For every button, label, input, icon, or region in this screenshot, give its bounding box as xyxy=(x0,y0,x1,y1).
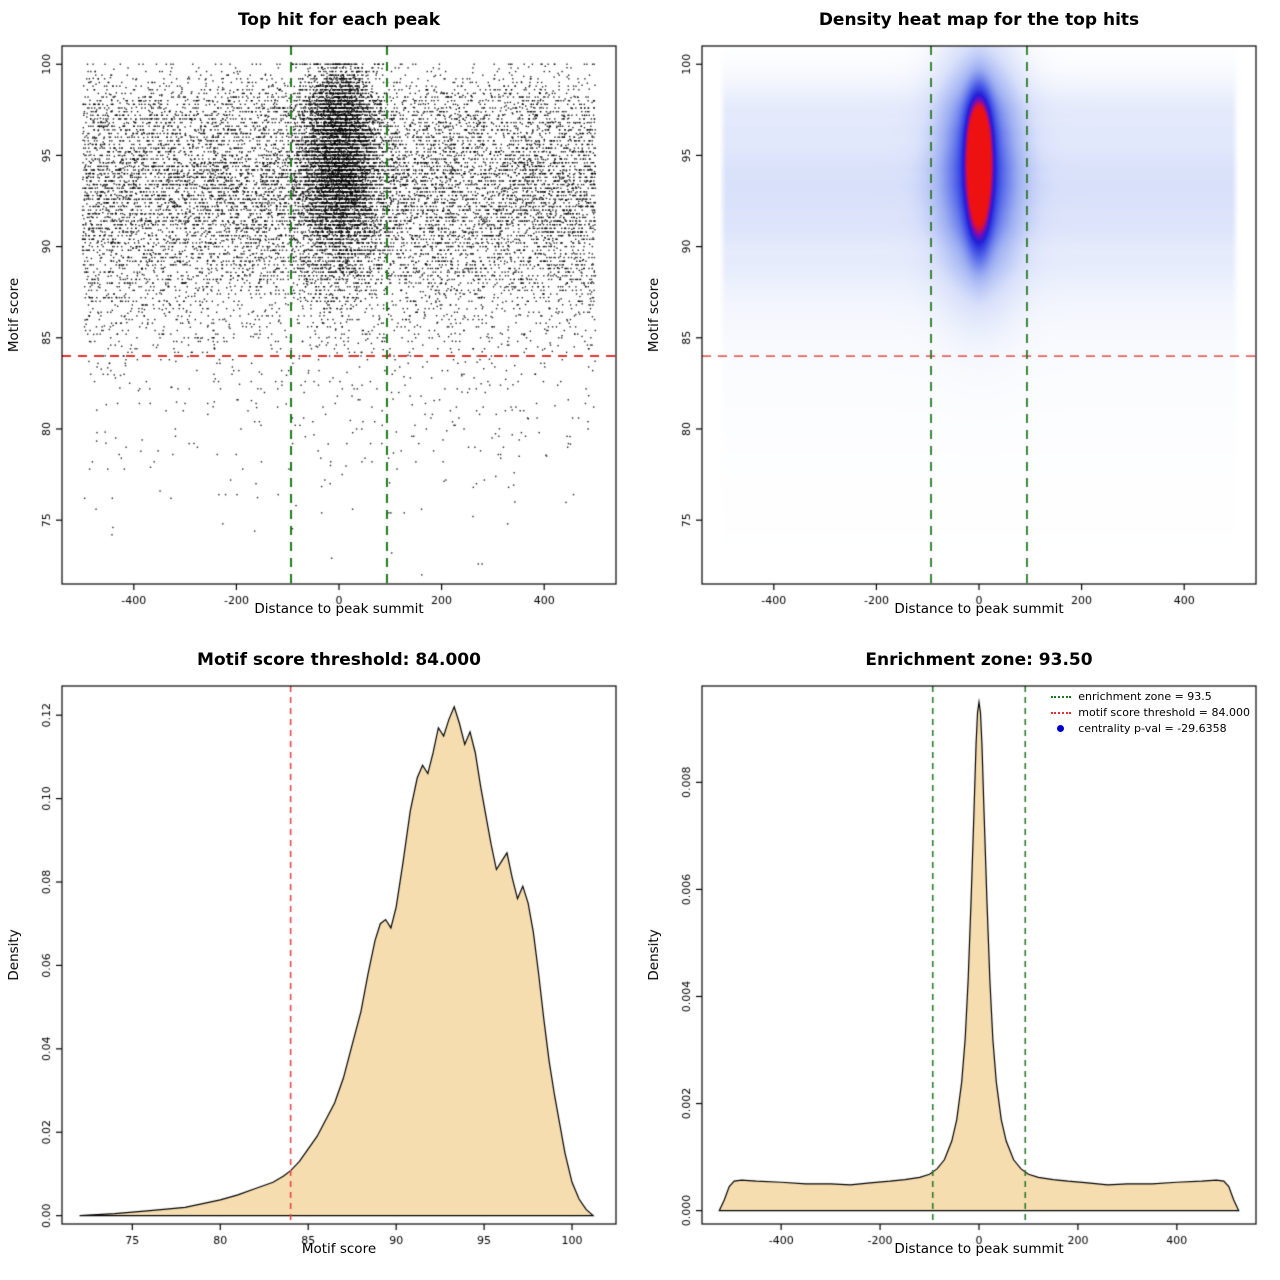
heatmap-canvas xyxy=(640,0,1280,640)
panel-enrichment-zone-density: Enrichment zone: 93.50 Distance to peak … xyxy=(640,640,1280,1280)
legend-label: motif score threshold = 84.000 xyxy=(1078,706,1250,719)
y-axis-label: Motif score xyxy=(646,277,662,353)
panel-motif-score-density: Motif score threshold: 84.000 Motif scor… xyxy=(0,640,640,1280)
legend-line-marker xyxy=(1051,695,1072,698)
legend-item: centrality p-val = -29.6358 xyxy=(1051,722,1250,735)
x-axis-label: Distance to peak summit xyxy=(894,1241,1064,1257)
legend-label: enrichment zone = 93.5 xyxy=(1078,690,1212,703)
panel-title: Top hit for each peak xyxy=(237,10,441,30)
legend-line-marker xyxy=(1051,711,1072,714)
scatter-plot-canvas xyxy=(0,0,640,640)
x-axis-label: Motif score xyxy=(301,1241,377,1257)
panel-title: Density heat map for the top hits xyxy=(818,10,1140,30)
panel-density-heatmap: Density heat map for the top hits Distan… xyxy=(640,0,1280,640)
density-plot-canvas xyxy=(0,640,640,1280)
legend-point-marker xyxy=(1057,725,1065,732)
panel-top-hit-scatter: Top hit for each peak Distance to peak s… xyxy=(0,0,640,640)
density-plot-canvas xyxy=(640,640,1280,1280)
legend-label: centrality p-val = -29.6358 xyxy=(1078,722,1227,735)
x-axis-label: Distance to peak summit xyxy=(894,601,1064,617)
legend-item: enrichment zone = 93.5 xyxy=(1051,690,1250,703)
x-axis-label: Distance to peak summit xyxy=(254,601,424,617)
legend-item: motif score threshold = 84.000 xyxy=(1051,706,1250,719)
panel-title: Enrichment zone: 93.50 xyxy=(865,650,1093,670)
y-axis-label: Motif score xyxy=(6,277,22,353)
legend: enrichment zone = 93.5 motif score thresh… xyxy=(1051,690,1250,738)
y-axis-label: Density xyxy=(6,929,22,981)
y-axis-label: Density xyxy=(646,929,662,981)
panel-title: Motif score threshold: 84.000 xyxy=(197,650,481,670)
